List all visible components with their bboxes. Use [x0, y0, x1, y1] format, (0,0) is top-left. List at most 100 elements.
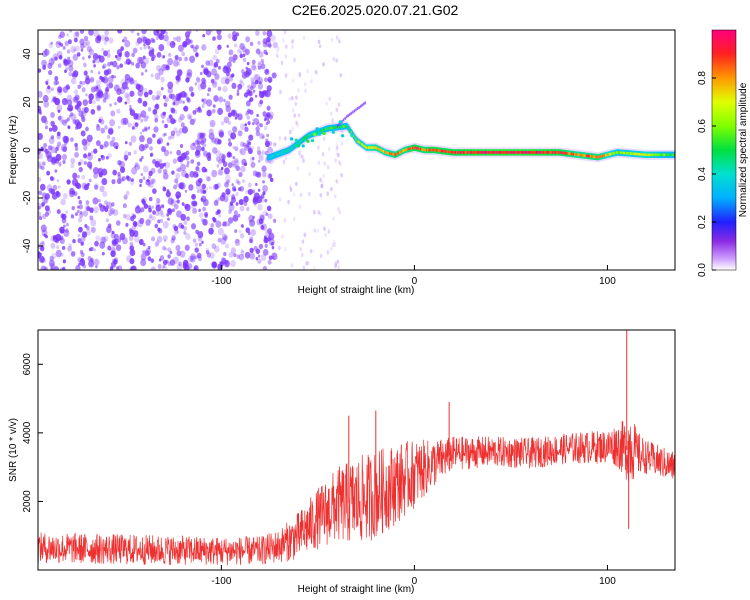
- noise-dot: [152, 210, 156, 215]
- noise-dot: [152, 108, 158, 115]
- noise-dot: [228, 203, 235, 211]
- x-tick-label: -100: [211, 276, 231, 287]
- spur-bin: [358, 105, 360, 109]
- signal-core-bin: [566, 152, 568, 155]
- signal-core-bin: [285, 149, 288, 153]
- noise-dot: [340, 141, 344, 146]
- signal-core-bin: [591, 155, 594, 158]
- noise-dot: [208, 132, 215, 140]
- noise-dot: [186, 96, 190, 102]
- signal-speck: [303, 136, 308, 140]
- noise-dot: [227, 112, 232, 118]
- noise-dot: [119, 233, 126, 241]
- signal-core-bin: [659, 153, 662, 157]
- noise-dot: [165, 64, 169, 69]
- noise-dot: [136, 37, 143, 44]
- noise-dot: [255, 171, 260, 178]
- noise-dot: [61, 213, 67, 220]
- noise-dot: [302, 265, 306, 270]
- noise-dot: [230, 260, 236, 268]
- noise-dot: [38, 68, 42, 73]
- signal-core-bin: [583, 154, 585, 157]
- signal-core-bin: [389, 152, 392, 155]
- noise-dot: [116, 266, 119, 270]
- noise-dot: [64, 119, 68, 124]
- noise-dot: [98, 157, 101, 162]
- noise-dot: [124, 158, 127, 162]
- noise-dot: [201, 77, 206, 84]
- noise-dot: [251, 63, 257, 71]
- noise-dot: [109, 207, 115, 215]
- noise-dot: [236, 254, 241, 259]
- noise-dot: [299, 192, 303, 198]
- noise-dot: [247, 147, 253, 155]
- signal-core-bin: [532, 151, 535, 154]
- signal-core-bin: [672, 153, 675, 157]
- noise-dot: [251, 59, 256, 65]
- noise-dot: [249, 97, 254, 102]
- noise-dot: [259, 99, 263, 105]
- noise-dot: [50, 267, 54, 270]
- signal-core-bin: [359, 141, 362, 145]
- noise-dot: [147, 183, 151, 187]
- noise-dot: [73, 37, 78, 43]
- noise-dot: [178, 127, 184, 134]
- noise-dot: [107, 134, 111, 139]
- noise-dot: [238, 253, 245, 261]
- noise-dot: [151, 94, 157, 101]
- noise-dot: [181, 202, 185, 206]
- signal-core-bin: [349, 129, 352, 132]
- noise-dot: [257, 82, 264, 90]
- noise-dot: [129, 245, 135, 252]
- noise-dot: [265, 51, 269, 56]
- noise-dot: [139, 131, 143, 135]
- noise-dot: [179, 113, 185, 121]
- signal-core-bin: [410, 147, 413, 150]
- noise-dot: [182, 100, 185, 104]
- noise-dot: [131, 213, 135, 217]
- noise-dot: [160, 87, 164, 91]
- signal-core-bin: [638, 152, 641, 156]
- signal-core-bin: [516, 151, 518, 154]
- noise-dot: [237, 166, 241, 172]
- noise-dot: [103, 50, 108, 57]
- noise-dot: [51, 192, 58, 200]
- noise-dot: [145, 219, 151, 226]
- noise-dot: [104, 207, 109, 213]
- noise-dot: [41, 240, 45, 245]
- noise-dot: [88, 30, 94, 36]
- noise-dot: [202, 189, 207, 194]
- noise-dot: [195, 76, 200, 82]
- noise-dot: [331, 242, 335, 248]
- noise-dot: [328, 96, 332, 101]
- snr-y-axis-label: SNR (10 * v/v): [8, 418, 19, 482]
- noise-dot: [38, 132, 43, 141]
- noise-dot: [236, 92, 240, 96]
- noise-dot: [131, 167, 138, 175]
- noise-dot: [291, 39, 294, 44]
- noise-dot: [154, 118, 158, 123]
- signal-core-bin: [506, 151, 509, 154]
- noise-dot: [167, 81, 174, 90]
- noise-dot: [40, 224, 47, 233]
- spur-bin: [364, 101, 366, 105]
- noise-dot: [156, 30, 160, 34]
- colorbar-gradient: [711, 29, 737, 271]
- signal-core-bin: [561, 151, 563, 155]
- noise-dot: [57, 63, 62, 68]
- noise-dot: [124, 73, 130, 81]
- noise-dot: [255, 30, 260, 36]
- noise-dot: [335, 146, 339, 151]
- noise-dot: [280, 60, 284, 66]
- noise-dot: [151, 215, 157, 221]
- noise-dot: [125, 93, 131, 100]
- noise-dot: [48, 259, 55, 268]
- signal-core-bin: [310, 133, 312, 137]
- noise-dot: [166, 40, 171, 46]
- noise-dot: [176, 69, 183, 77]
- noise-dot: [83, 106, 89, 113]
- signal-core-bin: [491, 151, 494, 154]
- noise-dot: [94, 240, 99, 247]
- signal-core-bin: [641, 153, 643, 156]
- y-tick-label: 6000: [22, 353, 33, 376]
